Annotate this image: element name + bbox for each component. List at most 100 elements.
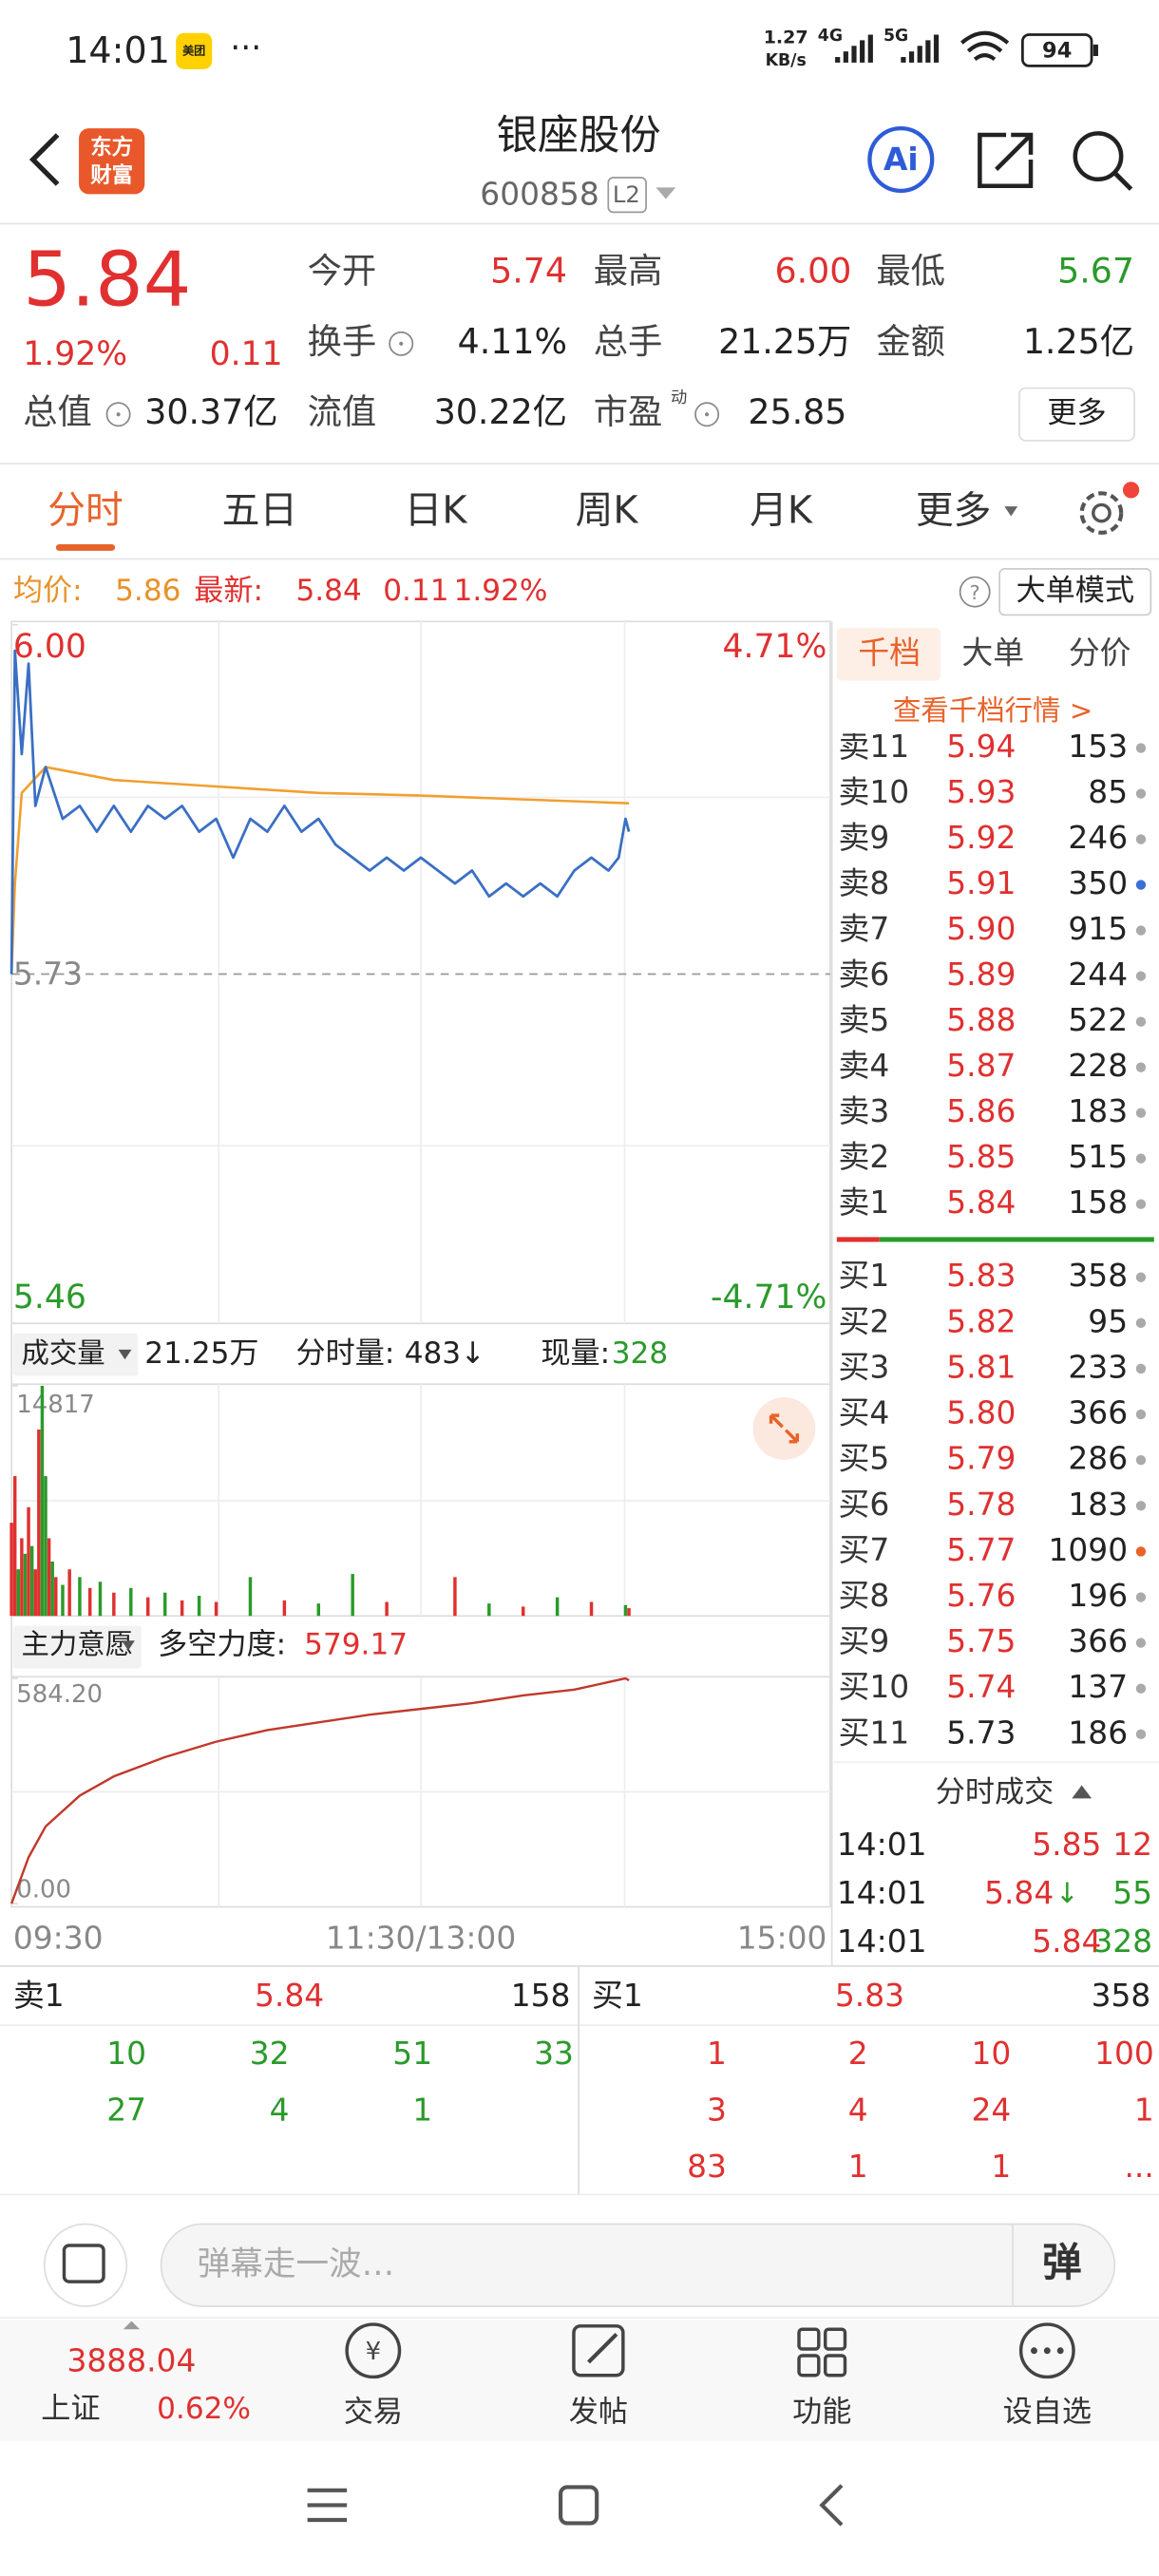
volume-bar [54, 1577, 58, 1617]
period-volume-arrow: ↓ [461, 1336, 485, 1371]
book-link[interactable]: 查看千档行情 > [893, 694, 1092, 727]
watchlist-dot [1031, 2347, 1037, 2355]
period-tab[interactable]: 更多 [916, 489, 992, 533]
mode-button[interactable] [998, 568, 1152, 616]
volume-bar [627, 1608, 631, 1617]
book-level: 卖7 [839, 910, 890, 947]
volume-max-label: 14817 [16, 1391, 95, 1419]
settings-button[interactable] [1079, 491, 1124, 535]
expand-button[interactable] [752, 1397, 816, 1460]
nav-item[interactable]: 设自选 [1003, 2396, 1092, 2430]
share-button[interactable] [978, 132, 1034, 188]
volume-selector[interactable] [12, 1333, 139, 1376]
period-tab[interactable]: 月K [750, 489, 813, 533]
trade-volume: 12 [1112, 1826, 1152, 1863]
queue-level: 卖1 [13, 1977, 65, 2014]
period-tab[interactable]: 五日 [222, 489, 298, 533]
book-price: 5.94 [946, 728, 1016, 765]
book-level: 买2 [839, 1302, 890, 1339]
back-button[interactable] [28, 133, 60, 186]
book-volume: 233 [1068, 1348, 1128, 1385]
latest-change: 0.11 [383, 574, 448, 608]
more-button[interactable] [1018, 387, 1135, 442]
book-dot [1135, 1016, 1147, 1027]
volume-bar [47, 1538, 51, 1617]
nav-item[interactable]: 交易 [344, 2396, 403, 2430]
book-price: 5.76 [946, 1577, 1016, 1614]
book-level: 买1 [839, 1257, 890, 1294]
danmaku-settings[interactable] [43, 2223, 128, 2307]
quote-value: 1.25亿 [1023, 321, 1134, 362]
x-tick-label: 09:30 [13, 1920, 104, 1957]
book-dot [1135, 1638, 1147, 1648]
book-level: 买6 [839, 1486, 890, 1523]
book-level: 卖4 [839, 1047, 890, 1084]
search-button[interactable] [1073, 131, 1124, 182]
book-price: 5.84 [946, 1184, 1016, 1221]
book-volume: 915 [1068, 910, 1128, 947]
queue-order: 1 [991, 2148, 1011, 2185]
book-price: 5.74 [946, 1668, 1016, 1705]
book-dot [1135, 1454, 1147, 1466]
avg-price-line [10, 766, 630, 975]
book-dot [1135, 1153, 1147, 1164]
book-tab[interactable]: 千档 [858, 634, 921, 671]
book-volume: 153 [1068, 728, 1128, 765]
nav-item[interactable]: 发帖 [569, 2396, 628, 2430]
back-key[interactable] [819, 2484, 844, 2527]
selector-arrow [122, 1640, 135, 1651]
period-tab[interactable]: 周K [576, 489, 639, 533]
code-dropdown [656, 187, 676, 199]
book-level: 买5 [839, 1440, 890, 1477]
queue-volume: 158 [511, 1977, 571, 2014]
level-badge [607, 177, 647, 214]
signal-bar [908, 51, 915, 63]
info-dot [705, 412, 710, 417]
queue-order: 27 [106, 2091, 146, 2128]
nav-item[interactable]: 功能 [792, 2396, 851, 2430]
danmaku-placeholder: 弹幕走一波… [198, 2245, 395, 2283]
queue-order: 10 [971, 2035, 1011, 2072]
danmaku-toggle[interactable]: 弹 [1042, 2239, 1082, 2285]
volume-bar [33, 1569, 37, 1617]
danmaku-input[interactable] [160, 2223, 1116, 2307]
book-tab[interactable]: 分价 [1069, 634, 1131, 671]
book-volume: 186 [1068, 1714, 1128, 1751]
book-level: 卖9 [839, 819, 890, 856]
volume-bar [316, 1603, 321, 1617]
period-tab[interactable]: 日K [405, 489, 468, 533]
book-volume: 137 [1068, 1668, 1128, 1705]
quote-value: 6.00 [775, 250, 852, 291]
mode-label: 大单模式 [1016, 574, 1134, 608]
trade-price: 5.84 [984, 1874, 1054, 1911]
tab-dropdown [1004, 506, 1018, 517]
help-mark: ? [970, 581, 980, 604]
index-name: 上证 [41, 2392, 100, 2426]
book-tab[interactable]: 大单 [961, 634, 1024, 671]
book-price: 5.82 [946, 1302, 1016, 1339]
avg-label: 均价: [13, 574, 83, 608]
function-icon [797, 2327, 821, 2351]
volume-bar [16, 1569, 21, 1617]
book-volume: 183 [1068, 1486, 1128, 1523]
book-price: 5.75 [946, 1622, 1016, 1659]
ai-button[interactable] [867, 125, 935, 194]
book-price: 5.80 [946, 1394, 1016, 1431]
book-price: 5.89 [946, 956, 1016, 993]
trades-arrow [1072, 1785, 1092, 1799]
volume-bar [50, 1562, 54, 1617]
trade-volume: 328 [1092, 1923, 1152, 1960]
book-price: 5.90 [946, 910, 1016, 947]
period-tab[interactable]: 分时 [48, 489, 124, 533]
queue-order: 83 [687, 2148, 727, 2185]
volume-bar [29, 1545, 34, 1617]
book-volume: 244 [1068, 956, 1128, 993]
home-key[interactable] [559, 2485, 599, 2526]
book-volume: 95 [1088, 1302, 1128, 1339]
volume-total: 21.25万 [144, 1336, 258, 1371]
wifi-icon [960, 30, 1010, 62]
indicator-selector[interactable] [12, 1625, 142, 1669]
volume-bar [146, 1597, 150, 1617]
volume-bar [162, 1592, 167, 1617]
latest-value: 5.84 [295, 574, 361, 608]
